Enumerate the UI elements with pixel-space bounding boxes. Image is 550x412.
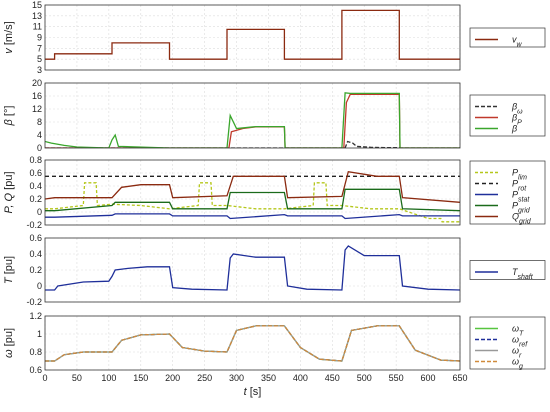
y-tick-label: 1 bbox=[37, 329, 42, 339]
panel-4: -0.2 0 0.2 0.4 0.6 T [pu] Tshaft bbox=[3, 233, 546, 307]
x-tick-label: 50 bbox=[72, 373, 82, 383]
legend-entry: Plim bbox=[512, 168, 527, 182]
x-tick-label: 450 bbox=[325, 373, 340, 383]
plot-frame bbox=[44, 237, 461, 303]
legend-entry: Prot bbox=[512, 179, 527, 193]
x-tick-label: 350 bbox=[261, 373, 276, 383]
legend-entry: βω bbox=[511, 102, 523, 116]
y-tick-label: 0.6 bbox=[29, 365, 42, 375]
series-line-Q-grid bbox=[45, 170, 460, 203]
y-tick-label: -0.2 bbox=[26, 297, 42, 307]
legend-box bbox=[469, 94, 546, 137]
y-tick-label: 7 bbox=[37, 43, 42, 53]
series-line-v-w bbox=[45, 9, 460, 60]
legend-entry: Pstat bbox=[512, 190, 530, 204]
legend-entry: ωref bbox=[512, 335, 528, 349]
legend-box bbox=[469, 27, 546, 48]
y-tick-label: 0.4 bbox=[29, 181, 42, 191]
y-tick-label: 11 bbox=[33, 22, 42, 32]
y-tick-label: 16 bbox=[32, 91, 42, 101]
x-tick-label: 250 bbox=[197, 373, 212, 383]
legend-entry: ωg bbox=[512, 357, 523, 371]
x-tick-label: 400 bbox=[293, 373, 308, 383]
y-tick-label: 8 bbox=[37, 117, 42, 127]
x-tick-label: 550 bbox=[389, 373, 404, 383]
legend-entry: Qgrid bbox=[512, 212, 532, 226]
y-tick-label: 0.6 bbox=[29, 168, 42, 178]
plot-frame bbox=[44, 4, 461, 71]
x-tick-label: 500 bbox=[357, 373, 372, 383]
y-tick-label: 1.2 bbox=[29, 311, 42, 321]
legend-box bbox=[469, 260, 546, 280]
y-tick-label: 20 bbox=[32, 78, 42, 88]
x-tick-label: 150 bbox=[133, 373, 148, 383]
x-tick-label: 100 bbox=[101, 373, 116, 383]
x-tick-label: 0 bbox=[42, 373, 47, 383]
y-axis-label: P, Q [pu] bbox=[3, 172, 15, 214]
series-line-P-grid bbox=[45, 188, 460, 212]
legend-entry: β bbox=[511, 124, 517, 134]
plot-frame bbox=[44, 159, 461, 226]
y-tick-label: 3 bbox=[37, 65, 42, 75]
y-tick-label: 0.4 bbox=[29, 249, 42, 259]
series-line-T-shaft bbox=[45, 245, 460, 291]
y-axis-label: T [pu] bbox=[3, 256, 15, 284]
series-line-ω-g bbox=[45, 325, 460, 362]
legend-entry: ωT bbox=[512, 324, 524, 338]
x-tick-label: 600 bbox=[421, 373, 436, 383]
legend-entry: Pgrid bbox=[512, 201, 531, 215]
y-tick-label: 0.8 bbox=[29, 155, 42, 165]
y-tick-label: 0.6 bbox=[29, 233, 42, 243]
panel-3: -0.2 0 0.2 0.4 0.6 0.8 P, Q [pu] PlimProtPstatP… bbox=[3, 155, 546, 230]
y-axis-label: ω [pu] bbox=[3, 328, 15, 358]
y-tick-label: 0.2 bbox=[29, 194, 42, 204]
x-tick-label: 300 bbox=[229, 373, 244, 383]
y-tick-label: 0.8 bbox=[29, 347, 42, 357]
series-line-β bbox=[45, 92, 460, 148]
y-tick-label: 0 bbox=[37, 143, 42, 153]
y-tick-label: 0 bbox=[37, 207, 42, 217]
series-line-P-lim bbox=[45, 182, 460, 223]
series-line-ω-ref bbox=[45, 325, 460, 362]
series-line-ω-T bbox=[45, 325, 460, 362]
x-tick-label: 650 bbox=[452, 373, 467, 383]
series-line-P-stat bbox=[45, 213, 460, 220]
y-axis-label: v [m/s] bbox=[3, 21, 15, 53]
legend-box bbox=[469, 160, 546, 225]
y-tick-label: 12 bbox=[32, 104, 42, 114]
series-line-β-ω bbox=[45, 140, 460, 148]
x-tick-label: 200 bbox=[165, 373, 180, 383]
legend-entry: βP bbox=[511, 113, 522, 127]
y-tick-label: 0 bbox=[37, 281, 42, 291]
plot-frame bbox=[44, 315, 461, 371]
y-tick-label: 15 bbox=[32, 0, 42, 10]
y-tick-label: 9 bbox=[37, 33, 42, 43]
y-tick-label: 13 bbox=[32, 11, 42, 21]
series-line-β-P bbox=[45, 93, 460, 148]
y-tick-label: -0.2 bbox=[26, 220, 42, 230]
y-tick-label: 4 bbox=[37, 130, 42, 140]
legend-entry: ωr bbox=[512, 346, 522, 360]
series-line-ω-r bbox=[45, 325, 460, 362]
legend-box bbox=[469, 316, 546, 370]
legend-entry: vw bbox=[512, 35, 523, 49]
legend-entry: Tshaft bbox=[512, 267, 534, 281]
x-axis-label: t [s] bbox=[244, 386, 262, 398]
y-tick-label: 5 bbox=[37, 54, 42, 64]
y-axis-label: β [°] bbox=[3, 106, 15, 127]
plot-frame bbox=[44, 82, 461, 149]
y-tick-label: 0.2 bbox=[29, 265, 42, 275]
